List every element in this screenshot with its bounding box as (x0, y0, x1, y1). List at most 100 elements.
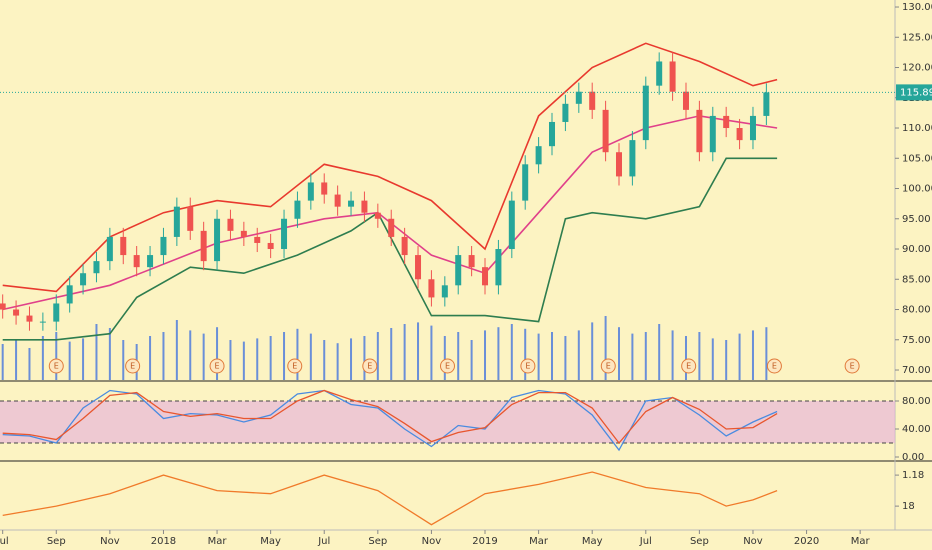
candle-body (66, 285, 73, 304)
candle-body (522, 164, 529, 201)
candle-body (160, 236, 167, 256)
volume-bar (175, 320, 178, 380)
volume-bar (524, 328, 527, 380)
volume-bar (577, 330, 580, 380)
earnings-label: E (606, 362, 611, 371)
candle-body (147, 255, 154, 268)
earnings-icon (362, 358, 378, 374)
candle-body (749, 115, 756, 141)
x-tick-label: 2019 (472, 536, 497, 547)
volume-bar (323, 340, 326, 380)
volume-bar (363, 336, 366, 380)
y-tick-label: 120.00 (902, 63, 932, 74)
indicator-line (2, 389, 778, 445)
y-tick-label: 18 (902, 501, 915, 512)
candle-body (549, 121, 556, 147)
y-tick-label: 70.00 (902, 365, 931, 376)
candle-body (495, 249, 502, 286)
candle-body (254, 236, 261, 243)
volume-bar (28, 348, 31, 380)
candle-body (13, 309, 20, 316)
volume-bar (430, 325, 433, 380)
candle-body (133, 255, 140, 268)
candle-body (602, 109, 609, 153)
volume-bar (617, 327, 620, 380)
x-tick-label: Nov (743, 536, 763, 547)
volume-bar (296, 328, 299, 380)
y-tick-label: 100.00 (902, 184, 932, 195)
volume-bar (95, 324, 98, 380)
candle-body (562, 103, 569, 122)
indicator-line (2, 471, 778, 526)
volume-bar (484, 330, 487, 380)
earnings-icon (440, 358, 455, 374)
candle-body (709, 115, 716, 153)
volume-bar (417, 322, 420, 380)
earnings-icon (125, 358, 141, 374)
candle-body (415, 255, 422, 280)
candle-body (629, 140, 636, 177)
candle-body (682, 91, 689, 110)
x-tick-label: Jul (317, 536, 330, 547)
candle-body (589, 91, 596, 110)
x-tick-label: Mar (208, 536, 228, 547)
y-tick-label: 90.00 (902, 244, 931, 255)
candle-body (508, 200, 515, 250)
x-tick-label: Sep (690, 536, 709, 547)
candle-body (482, 267, 489, 286)
volume-bar (457, 332, 460, 380)
y-tick-label: 125.00 (902, 32, 932, 43)
candle-body (294, 200, 301, 219)
volume-bar (644, 332, 647, 380)
y-tick-label: 40.00 (902, 424, 931, 435)
x-tick-label: 2018 (151, 536, 176, 547)
candle-body (240, 230, 247, 237)
volume-bar (443, 336, 446, 380)
earnings-icon (48, 358, 64, 374)
candle-body (93, 261, 100, 274)
volume-bar (82, 338, 85, 380)
x-tick-label: May (582, 536, 603, 547)
y-tick-label: 75.00 (902, 335, 931, 346)
y-tick-label: 105.00 (902, 153, 932, 164)
candle-body (267, 242, 274, 250)
volume-bar (68, 341, 71, 380)
volume-bar (242, 341, 245, 380)
earnings-label: E (292, 362, 297, 371)
volume-bar (1, 344, 4, 380)
volume-bar (108, 328, 111, 380)
volume-bar (336, 343, 339, 380)
volume-bar (725, 340, 728, 380)
x-tick-label: Mar (851, 536, 871, 547)
y-tick-label: 110.00 (902, 123, 932, 134)
volume-bar (269, 336, 272, 380)
volume-bar (604, 316, 607, 380)
candle-body (53, 303, 60, 322)
earnings-label: E (686, 362, 691, 371)
y-tick-label: 85.00 (902, 274, 931, 285)
candle-body (723, 115, 730, 129)
earnings-icon (209, 358, 225, 374)
earnings-icon (766, 358, 782, 374)
earnings-icon (287, 358, 303, 374)
volume-bar (684, 336, 687, 380)
volume-bar (41, 336, 44, 380)
volume-bar (162, 332, 165, 380)
earnings-label: E (130, 362, 135, 371)
y-tick-label: 0.00 (902, 452, 924, 463)
candle-body (642, 85, 649, 141)
volume-bar (216, 327, 219, 380)
candle-body (535, 146, 542, 165)
earnings-label: E (850, 362, 855, 371)
candle-body (374, 212, 381, 219)
candle-body (80, 273, 87, 286)
volume-bar (711, 338, 714, 380)
candle-body (187, 206, 194, 231)
candle-body (39, 321, 46, 323)
candle-body (227, 218, 234, 231)
volume-bar (376, 332, 379, 380)
candle-body (428, 279, 435, 298)
x-tick-label: Nov (100, 536, 120, 547)
candle-body (615, 152, 622, 177)
x-tick-label: Sep (368, 536, 387, 547)
